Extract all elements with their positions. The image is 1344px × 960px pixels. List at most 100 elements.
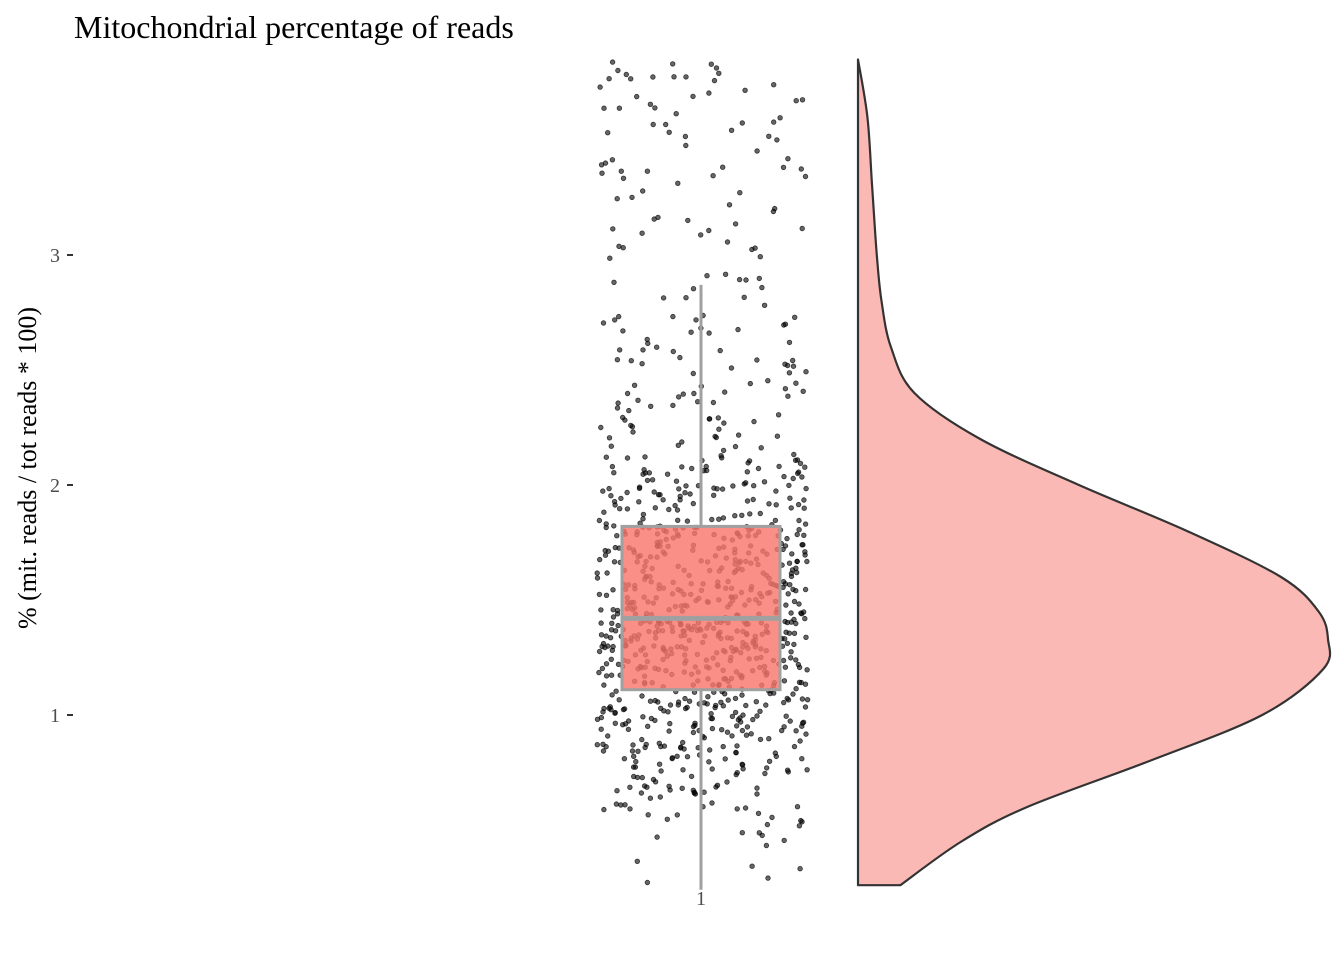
data-point — [775, 412, 782, 418]
data-point — [763, 702, 769, 708]
data-point — [657, 794, 663, 800]
data-point — [614, 357, 621, 363]
data-point — [720, 515, 727, 521]
data-point — [605, 643, 611, 649]
data-point — [647, 698, 654, 704]
data-point — [796, 679, 803, 685]
data-point — [682, 695, 688, 702]
data-point — [609, 157, 616, 163]
data-point — [786, 630, 793, 636]
data-point — [773, 502, 779, 508]
data-point — [757, 254, 763, 260]
data-point — [787, 582, 793, 588]
data-point — [790, 357, 796, 364]
data-point — [612, 720, 618, 726]
data-point — [676, 486, 682, 492]
data-point — [734, 743, 740, 749]
data-point — [797, 738, 803, 744]
data-point — [784, 619, 791, 626]
data-point — [762, 770, 768, 777]
data-point — [643, 741, 649, 748]
data-point — [804, 558, 810, 565]
data-point — [772, 750, 778, 756]
data-point — [709, 725, 716, 732]
data-point — [744, 469, 750, 475]
data-point — [682, 490, 688, 496]
data-point — [624, 506, 631, 512]
data-point — [787, 495, 793, 501]
data-point — [642, 470, 649, 476]
data-point — [684, 518, 691, 524]
data-point — [726, 202, 733, 208]
data-point — [763, 842, 770, 849]
data-point — [710, 399, 717, 406]
data-point — [644, 168, 651, 174]
data-point — [671, 74, 677, 80]
data-point — [749, 863, 755, 869]
data-point — [732, 443, 739, 450]
data-point — [769, 814, 775, 821]
data-point — [612, 317, 618, 323]
data-point — [618, 168, 624, 174]
data-point — [787, 718, 793, 724]
data-point — [598, 424, 604, 431]
data-point — [670, 348, 676, 355]
data-point — [733, 750, 739, 756]
data-point — [798, 166, 804, 172]
data-point — [799, 756, 805, 762]
data-point — [708, 61, 714, 67]
data-point — [610, 614, 617, 620]
data-point — [666, 728, 672, 734]
data-point — [724, 779, 730, 785]
data-point — [621, 756, 628, 762]
data-point — [672, 502, 678, 509]
data-point — [788, 610, 794, 616]
data-point — [675, 517, 681, 523]
data-point — [615, 622, 621, 629]
data-point — [614, 405, 621, 411]
data-point — [598, 162, 605, 168]
data-point — [751, 418, 757, 425]
data-point — [796, 823, 803, 829]
data-point — [683, 74, 689, 80]
data-point — [724, 239, 731, 245]
data-point — [796, 517, 802, 524]
data-point — [743, 732, 750, 738]
data-point — [627, 784, 633, 790]
data-point — [701, 735, 707, 741]
data-point — [639, 693, 645, 699]
data-point — [607, 255, 613, 261]
data-point — [677, 497, 683, 503]
data-point — [785, 155, 791, 162]
data-point — [679, 439, 685, 445]
y-axis-label: % (mit. reads / tot reads * 100) — [13, 307, 42, 629]
data-point — [600, 741, 606, 747]
data-point — [782, 321, 789, 327]
data-point — [636, 485, 643, 491]
data-point — [747, 511, 753, 517]
data-point — [650, 776, 657, 783]
data-point — [690, 787, 696, 793]
data-point — [792, 314, 798, 320]
data-point — [654, 834, 660, 840]
data-point — [680, 767, 686, 773]
data-point — [735, 326, 741, 333]
data-point — [651, 216, 657, 222]
data-point — [599, 170, 605, 176]
data-point — [704, 273, 710, 279]
data-point — [648, 715, 655, 722]
data-point — [719, 486, 726, 492]
data-point — [750, 496, 756, 503]
data-point — [743, 277, 749, 283]
data-point — [612, 710, 618, 716]
data-point — [772, 517, 779, 524]
data-point — [674, 812, 680, 818]
data-point — [754, 713, 760, 719]
data-point — [599, 665, 606, 672]
data-point — [780, 164, 787, 171]
data-point — [600, 488, 606, 494]
data-point — [606, 435, 613, 441]
data-point — [718, 699, 724, 705]
data-point — [601, 682, 607, 688]
